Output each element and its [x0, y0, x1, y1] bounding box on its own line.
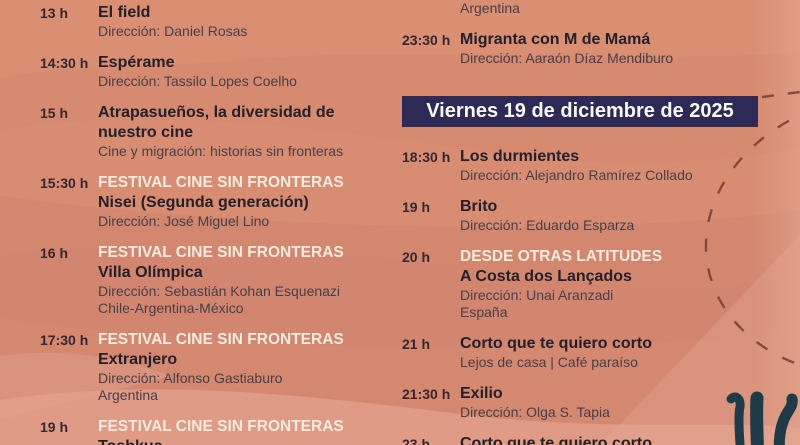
entry-content: Brito Dirección: Eduardo Esparza [460, 197, 725, 234]
entry-title: Brito [460, 198, 498, 215]
entry-content: Los durmientes Dirección: Alejandro Ramír… [460, 147, 725, 184]
entry-detail: Dirección: Daniel Rosas [98, 23, 248, 39]
schedule-entry: 19 h Brito Dirección: Eduardo Esparza [402, 197, 758, 234]
entry-title: A Costa dos Lançados [460, 268, 632, 285]
entry-title: Exilio [460, 385, 503, 402]
entry-content: Corto que te quiero corto Lejos de casa |… [460, 334, 725, 371]
entry-time: 16 h [40, 245, 69, 261]
entry-detail: Argentina [98, 387, 158, 403]
entry-content: FESTIVAL CINE SIN FRONTERAS Extranjero Dir… [98, 330, 363, 404]
entry-time: 17:30 h [40, 332, 89, 348]
schedule-entry: 16 h FESTIVAL CINE SIN FRONTERAS Villa Olí… [40, 243, 370, 317]
entry-content: Argentina [460, 0, 725, 17]
entry-time [402, 0, 460, 17]
entry-detail: Dirección: Unai Aranzadi [460, 287, 614, 303]
entry-category-label: FESTIVAL CINE SIN FRONTERAS [98, 418, 344, 435]
entry-title: Corto que te quiero corto [460, 335, 652, 352]
entry-detail: Dirección: Sebastián Kohan Esquenazi [98, 283, 341, 299]
entry-title: El field [98, 4, 151, 21]
entry-time: 19 h [40, 419, 69, 435]
entry-title: Villa Olímpica [98, 264, 203, 281]
schedule-entry: 19 h FESTIVAL CINE SIN FRONTERAS Toshkua [40, 417, 370, 445]
schedule-right-top: Argentina 23:30 h Migranta con M de Mamá Di… [402, 0, 758, 80]
entry-time: 14:30 h [40, 55, 89, 71]
entry-title: Los durmientes [460, 148, 580, 165]
schedule-entry: 23:30 h Migranta con M de Mamá Dirección: … [402, 30, 758, 67]
schedule-entry: 20 h DESDE OTRAS LATITUDES A Costa dos Lan… [402, 247, 758, 321]
entry-detail: Dirección: Tassilo Lopes Coelho [98, 73, 297, 89]
entry-time: 20 h [402, 249, 431, 265]
schedule-column-right: Argentina 23:30 h Migranta con M de Mamá Di… [402, 0, 758, 445]
entry-content: Atrapasueños, la diversidad de nuestro c… [98, 103, 363, 160]
entry-detail: Dirección: José Miguel Lino [98, 213, 270, 229]
entry-category-label: FESTIVAL CINE SIN FRONTERAS [98, 244, 344, 261]
entry-title: Corto que te quiero corto [460, 435, 652, 445]
entry-content: Exilio Dirección: Olga S. Tapia [460, 384, 725, 421]
entry-category-label: DESDE OTRAS LATITUDES [460, 248, 663, 265]
entry-content: FESTIVAL CINE SIN FRONTERAS Toshkua [98, 417, 363, 445]
entry-detail: Dirección: Alfonso Gastiaburo [98, 370, 283, 386]
entry-title: Nisei (Segunda generación) [98, 194, 309, 211]
entry-title: Espérame [98, 54, 175, 71]
entry-content: FESTIVAL CINE SIN FRONTERAS Nisei (Segund… [98, 173, 363, 230]
entry-detail: Argentina [460, 0, 520, 16]
schedule-entry: 23 h Corto que te quiero corto [402, 434, 758, 445]
entry-detail: Lejos de casa | Café paraíso [460, 354, 638, 370]
entry-content: Espérame Dirección: Tassilo Lopes Coelho [98, 53, 363, 90]
entry-detail: España [460, 304, 508, 320]
schedule-entry: 13 h El field Dirección: Daniel Rosas [40, 3, 370, 40]
entry-category-label: FESTIVAL CINE SIN FRONTERAS [98, 331, 344, 348]
entry-title: Atrapasueños, la diversidad de nuestro c… [98, 104, 335, 141]
schedule-entry: 15:30 h FESTIVAL CINE SIN FRONTERAS Nisei … [40, 173, 370, 230]
entry-time: 21 h [402, 336, 431, 352]
entry-content: El field Dirección: Daniel Rosas [98, 3, 363, 40]
entry-time: 19 h [402, 199, 431, 215]
entry-time: 21:30 h [402, 386, 451, 402]
entry-detail: Dirección: Alejandro Ramírez Collado [460, 167, 693, 183]
entry-time: 15:30 h [40, 175, 89, 191]
entry-content: Corto que te quiero corto [460, 434, 725, 445]
schedule-entry: 18:30 h Los durmientes Dirección: Alejandr… [402, 147, 758, 184]
schedule-entry: 21:30 h Exilio Dirección: Olga S. Tapia [402, 384, 758, 421]
entry-time: 18:30 h [402, 149, 451, 165]
schedule-column-left: 13 h El field Dirección: Daniel Rosas 14:30… [40, 3, 370, 445]
entry-category-label: FESTIVAL CINE SIN FRONTERAS [98, 174, 344, 191]
entry-content: Migranta con M de Mamá Dirección: Aaraón … [460, 30, 725, 67]
entry-detail: Dirección: Olga S. Tapia [460, 404, 610, 420]
entry-time: 15 h [40, 105, 69, 121]
entry-title: Extranjero [98, 351, 178, 368]
entry-content: DESDE OTRAS LATITUDES A Costa dos Lançado… [460, 247, 725, 321]
date-banner-label: Viernes 19 de diciembre de 2025 [426, 100, 734, 122]
schedule-entry: 17:30 h FESTIVAL CINE SIN FRONTERAS Extran… [40, 330, 370, 404]
schedule-entry: Argentina [402, 0, 758, 17]
entry-time: 23 h [402, 436, 431, 445]
entry-detail: Dirección: Eduardo Esparza [460, 217, 635, 233]
entry-title: Toshkua [98, 437, 363, 445]
schedule-entry: 15 h Atrapasueños, la diversidad de nuest… [40, 103, 370, 160]
entry-detail: Cine y migración: historias sin frontera… [98, 143, 344, 159]
schedule-entry: 14:30 h Espérame Dirección: Tassilo Lopes … [40, 53, 370, 90]
schedule-entry: 21 h Corto que te quiero corto Lejos de ca… [402, 334, 758, 371]
entry-time: 23:30 h [402, 32, 451, 48]
entry-content: FESTIVAL CINE SIN FRONTERAS Villa Olímpic… [98, 243, 363, 317]
entry-title: Migranta con M de Mamá [460, 31, 651, 48]
date-banner: Viernes 19 de diciembre de 2025 [402, 96, 758, 127]
entry-detail: Chile-Argentina-México [98, 300, 244, 316]
entry-time: 13 h [40, 5, 69, 21]
entry-detail: Dirección: Aaraón Díaz Mendiburo [460, 50, 674, 66]
schedule-right-bottom: 18:30 h Los durmientes Dirección: Alejandr… [402, 147, 758, 445]
